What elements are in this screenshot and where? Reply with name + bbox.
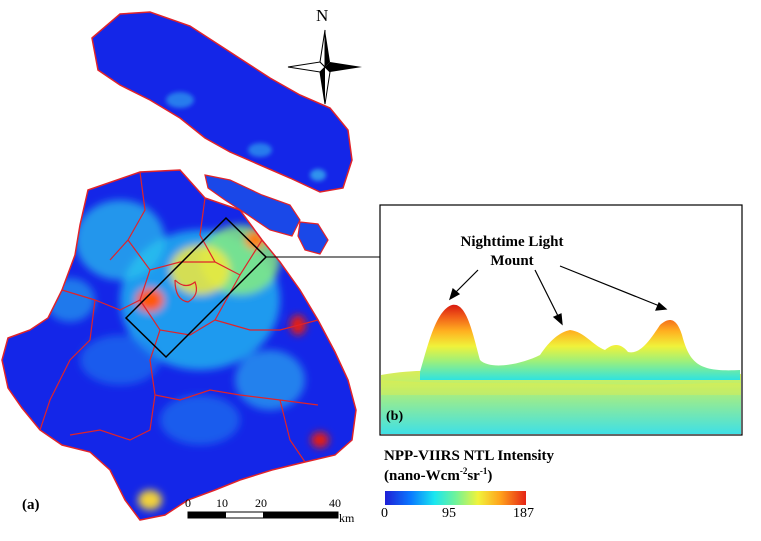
small-islands [204,174,329,255]
legend-units: (nano-Wcm-2sr-1) [384,466,492,485]
legend-units-mid: sr [467,468,480,484]
island-map [91,11,353,193]
legend-units-sup2: -1 [479,466,488,476]
inset-panel [379,204,743,436]
legend-units-main: (nano-Wcm [384,468,460,484]
legend-max-label: 187 [513,506,534,521]
scale-tick-0: 0 [185,496,191,510]
scale-bar [187,511,339,519]
scale-tick-20: 20 [255,496,267,510]
north-arrow-icon [287,29,362,105]
legend-min-label: 0 [381,506,388,521]
legend-units-sup1: -2 [459,466,468,476]
annotation-line-2: Mount [490,253,533,269]
legend-units-end: ) [487,468,493,484]
scale-unit: km [339,511,355,525]
scale-tick-10: 10 [216,496,228,510]
annotation-arrows [449,265,668,326]
panel-b-label: (b) [386,409,403,424]
legend-title: NPP-VIIRS NTL Intensity [384,448,555,464]
scale-tick-40: 40 [329,496,341,510]
north-label: N [316,6,329,25]
legend-color-ramp [385,491,526,505]
legend-mid-label: 95 [442,506,456,521]
panel-a-label: (a) [22,497,40,513]
main-map [1,169,357,521]
annotation-line-1: Nighttime Light [461,234,564,250]
